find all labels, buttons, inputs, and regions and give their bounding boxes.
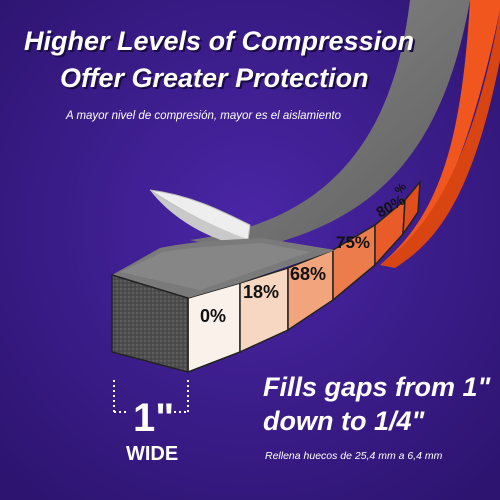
- adhesive-strip-outer: [380, 10, 500, 268]
- release-liner-shadow: [150, 190, 248, 246]
- width-label: WIDE: [126, 443, 179, 465]
- headline-line-2: Offer Greater Protection: [60, 63, 369, 93]
- subheadline: A mayor nivel de compresión, mayor es el…: [66, 110, 342, 122]
- release-liner: [149, 189, 251, 241]
- foam-block-top-highlight: [120, 243, 310, 290]
- label-0: 0%: [200, 306, 226, 326]
- label-68: 68%: [290, 264, 326, 284]
- foam-block-end: [111, 273, 189, 373]
- label-75: 75%: [336, 233, 370, 252]
- fills-spanish: Rellena huecos de 25,4 mm a 6,4 mm: [265, 450, 443, 462]
- width-value: 1": [133, 396, 175, 440]
- fills-line-2: down to 1/4": [263, 406, 425, 436]
- fills-line-1: Fills gaps from 1": [263, 372, 491, 402]
- headline-line-1: Higher Levels of Compression: [24, 26, 415, 56]
- label-18: 18%: [243, 282, 279, 302]
- segment-end: [402, 179, 421, 237]
- foam-band-top: [190, 0, 470, 252]
- adhesive-strip: [380, 0, 500, 265]
